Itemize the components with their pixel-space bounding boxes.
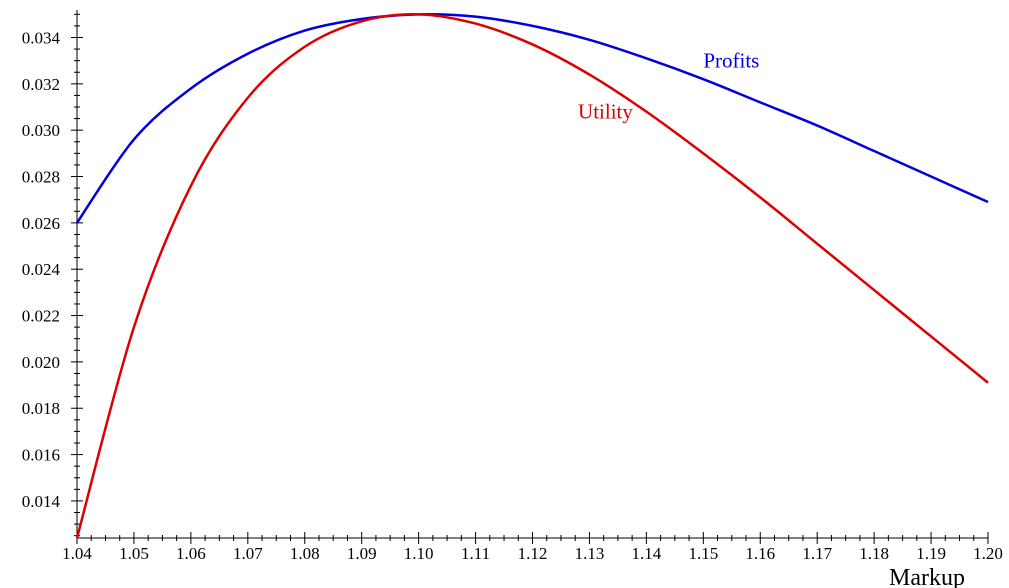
y-tick-label: 0.032 bbox=[22, 75, 60, 94]
y-tick-label: 0.020 bbox=[22, 353, 60, 372]
series-lines bbox=[75, 12, 989, 539]
axes bbox=[76, 10, 988, 539]
x-tick-label: 1.12 bbox=[518, 544, 548, 563]
x-ticks: 1.04 1.05 1.06 1.07 1.08 1.09 1.10 1.11 1.12 1.13… bbox=[62, 532, 1003, 563]
series-label-utility: Utility bbox=[578, 100, 633, 124]
series-labels: Profits Utility bbox=[578, 49, 759, 124]
y-tick-label: 0.016 bbox=[22, 446, 60, 465]
y-tick-label: 0.030 bbox=[22, 121, 60, 140]
y-tick-label: 0.028 bbox=[22, 168, 60, 187]
x-tick-label: 1.16 bbox=[745, 544, 775, 563]
x-tick-label: 1.09 bbox=[347, 544, 377, 563]
x-tick-label: 1.08 bbox=[290, 544, 320, 563]
x-tick-label: 1.15 bbox=[688, 544, 718, 563]
x-tick-label: 1.14 bbox=[632, 544, 662, 563]
x-tick-label: 1.04 bbox=[62, 544, 92, 563]
x-tick-label: 1.19 bbox=[916, 544, 946, 563]
x-tick-label: 1.11 bbox=[461, 544, 490, 563]
x-tick-label: 1.06 bbox=[176, 544, 206, 563]
x-axis-title: Markup bbox=[889, 565, 965, 588]
y-tick-label: 0.026 bbox=[22, 214, 60, 233]
series-line-profits bbox=[75, 12, 989, 224]
y-ticks: 0.014 0.016 0.018 0.020 0.022 0.024 0.026 0.028… bbox=[22, 13, 83, 537]
y-tick-label: 0.014 bbox=[22, 492, 61, 511]
y-tick-label: 0.022 bbox=[22, 307, 60, 326]
series-label-profits: Profits bbox=[703, 49, 759, 73]
x-tick-label: 1.07 bbox=[233, 544, 263, 563]
x-tick-label: 1.20 bbox=[973, 544, 1003, 563]
x-tick-label: 1.18 bbox=[859, 544, 889, 563]
y-tick-label: 0.018 bbox=[22, 399, 60, 418]
series-line-utility bbox=[75, 13, 989, 539]
x-tick-label: 1.13 bbox=[575, 544, 605, 563]
x-tick-label: 1.05 bbox=[119, 544, 149, 563]
x-tick-label: 1.17 bbox=[802, 544, 832, 563]
y-tick-label: 0.024 bbox=[22, 260, 61, 279]
y-tick-label: 0.034 bbox=[22, 28, 61, 47]
x-tick-label: 1.10 bbox=[404, 544, 434, 563]
